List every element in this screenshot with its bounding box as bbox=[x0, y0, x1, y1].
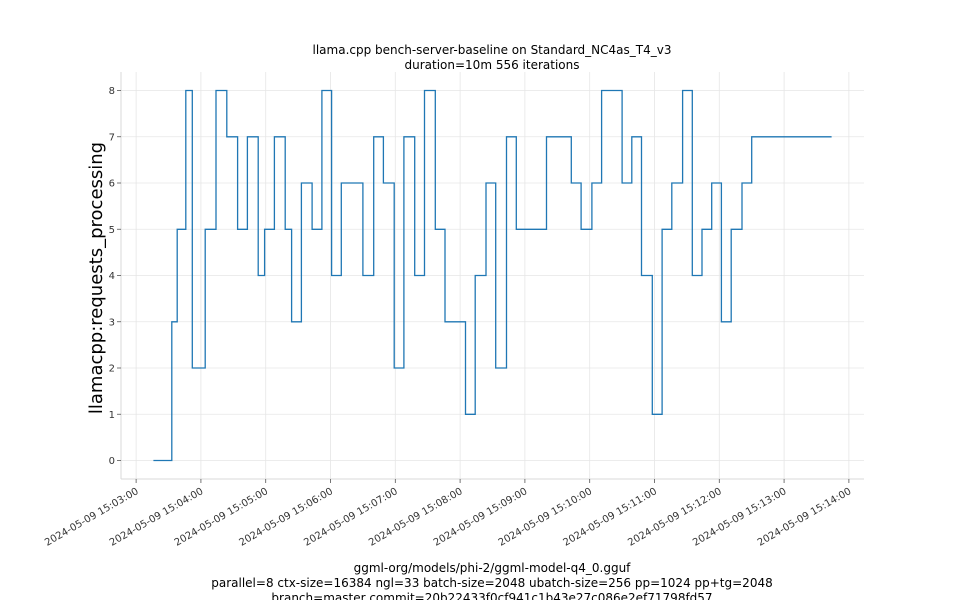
y-tick-label: 0 bbox=[109, 456, 115, 467]
grid-lines bbox=[121, 72, 864, 479]
y-tick-labels: 0 1 2 3 4 5 6 7 8 bbox=[109, 86, 121, 467]
y-tick-label: 4 bbox=[109, 271, 115, 282]
x-axis-label-line-2: parallel=8 ctx-size=16384 ngl=33 batch-s… bbox=[211, 576, 772, 590]
chart-title: llama.cpp bench-server-baseline on Stand… bbox=[313, 43, 672, 57]
y-tick-label: 8 bbox=[109, 86, 115, 97]
y-tick-label: 1 bbox=[109, 410, 115, 421]
y-tick-label: 7 bbox=[109, 132, 115, 143]
x-axis-label-line-1: ggml-org/models/phi-2/ggml-model-q4_0.gg… bbox=[354, 561, 632, 575]
series-line bbox=[153, 89, 832, 462]
series-layer bbox=[153, 89, 832, 462]
y-tick-label: 3 bbox=[109, 317, 115, 328]
y-tick-label: 6 bbox=[109, 179, 115, 190]
y-axis-label: llamacpp:requests_processing bbox=[86, 142, 107, 414]
chart-subtitle: duration=10m 556 iterations bbox=[405, 58, 580, 72]
x-axis-label-line-3: branch=master commit=20b22433f0cf941c1b4… bbox=[271, 591, 712, 600]
y-tick-label: 5 bbox=[109, 225, 115, 236]
y-tick-label: 2 bbox=[109, 364, 115, 375]
